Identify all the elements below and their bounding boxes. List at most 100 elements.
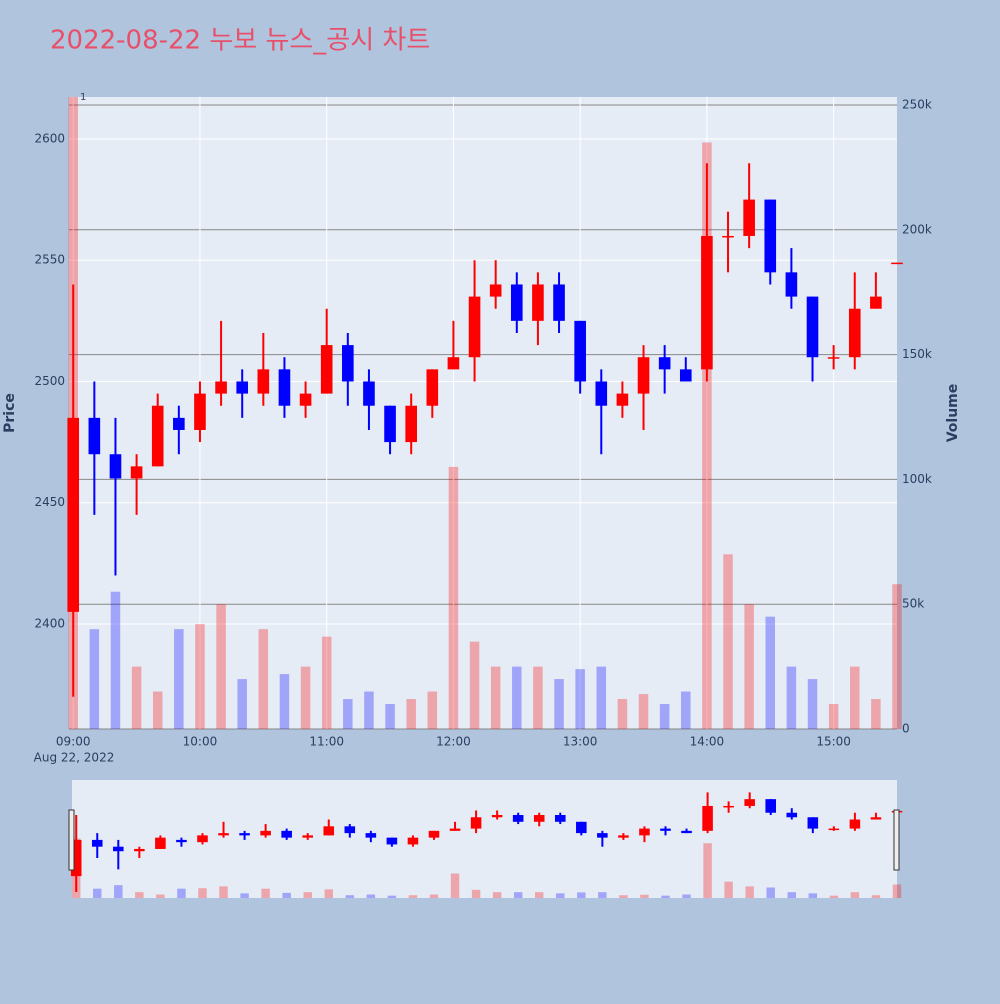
volume-bar [324,889,333,898]
candle-body [660,828,671,831]
volume-bar [744,604,754,729]
volume-bar [533,666,543,729]
volume-bar [534,892,544,898]
volume-bar [279,674,290,729]
candle-body [828,828,840,831]
slider-handle[interactable] [893,809,900,871]
volume-bar [471,889,481,898]
candle-body [785,272,798,297]
range-slider[interactable] [72,780,897,898]
slider-layer [70,792,903,898]
candle-body [554,815,566,822]
candle-body [510,284,523,321]
volume-bar [385,704,395,729]
volume-bar [114,885,123,898]
volume-bar [492,892,502,898]
candle-body [302,835,313,838]
candle-body [806,296,819,358]
candle-body [278,369,291,406]
candle-body [384,405,396,443]
y-tick-label: 2600 [34,131,65,145]
candle-body [807,817,819,829]
volume-bar [93,888,102,898]
volume-bar [723,554,733,729]
volume-bar [786,666,797,729]
candle-body [113,846,124,852]
volume-bar [554,679,564,729]
y-tick-label: 2400 [34,616,65,630]
y2-tick-label: 250k [902,97,932,111]
volume-bar [724,881,733,898]
annotation: 1 [80,92,86,103]
volume-bar [808,893,818,898]
volume-bar [321,636,332,729]
candle-body [637,357,650,394]
candle-body [744,799,755,806]
volume-bar [450,873,460,898]
volume-bar [237,679,247,729]
volume-bar [282,892,291,898]
candle-body [173,417,185,430]
x-tick-label: 09:00 [56,735,91,749]
candle-body [533,815,545,822]
volume-bar [892,884,902,898]
volume-bar [258,629,269,729]
volume-bar [343,699,353,729]
volume-bar [174,629,184,729]
candle-body [194,393,206,430]
candle-body [489,284,502,297]
volume-bar [303,892,312,898]
candle-body [639,828,650,836]
y2-axis-title: Volume [945,384,961,443]
volume-bar [640,894,649,898]
y2-tick-label: 100k [902,472,932,486]
candle-body [67,417,80,612]
candle-body [470,817,482,829]
candle-body [743,199,755,236]
volume-bar [892,584,902,729]
candle-body [260,830,271,836]
volume-bar [807,679,818,729]
y2-tick-label: 50k [902,597,924,611]
candle-body [848,308,861,358]
candle-body [130,466,143,479]
volume-bar [850,666,860,729]
volume-bar [787,892,796,898]
volume-bar [198,888,207,898]
candle-body [239,833,250,836]
x-date-label: Aug 22, 2022 [34,751,115,765]
volume-bar [219,886,228,898]
slider-handle[interactable] [68,809,75,871]
candle-body [218,833,229,836]
volume-bar [429,894,439,898]
candle-body [449,828,461,831]
candle-body [870,296,882,309]
volume-bar [387,895,397,898]
candle-body [616,393,629,406]
candle-body [299,393,312,406]
candle-body [827,357,840,359]
volume-bar [598,892,607,898]
candle-body [281,830,292,838]
volume-bar [195,624,205,729]
volume-bar [135,892,144,898]
volume-bar [240,893,249,898]
candle-body [134,848,145,852]
volume-bar [366,894,376,898]
x-tick-label: 11:00 [309,735,344,749]
candle-body [386,837,398,845]
volume-bar [702,142,712,730]
candle-body [491,815,503,818]
candle-body [197,835,208,843]
y-tick-label: 2450 [34,495,65,509]
candle-body [176,839,187,843]
volume-bar [596,666,607,729]
candle-body [155,837,166,849]
y2-tick-label: 0 [902,722,910,736]
chart-title: 2022-08-22 누보 뉴스_공시 차트 [50,26,430,56]
candle-body [151,405,164,467]
volume-bar [345,895,355,898]
candle-body [468,296,481,358]
y2-tick-label: 200k [902,222,932,236]
